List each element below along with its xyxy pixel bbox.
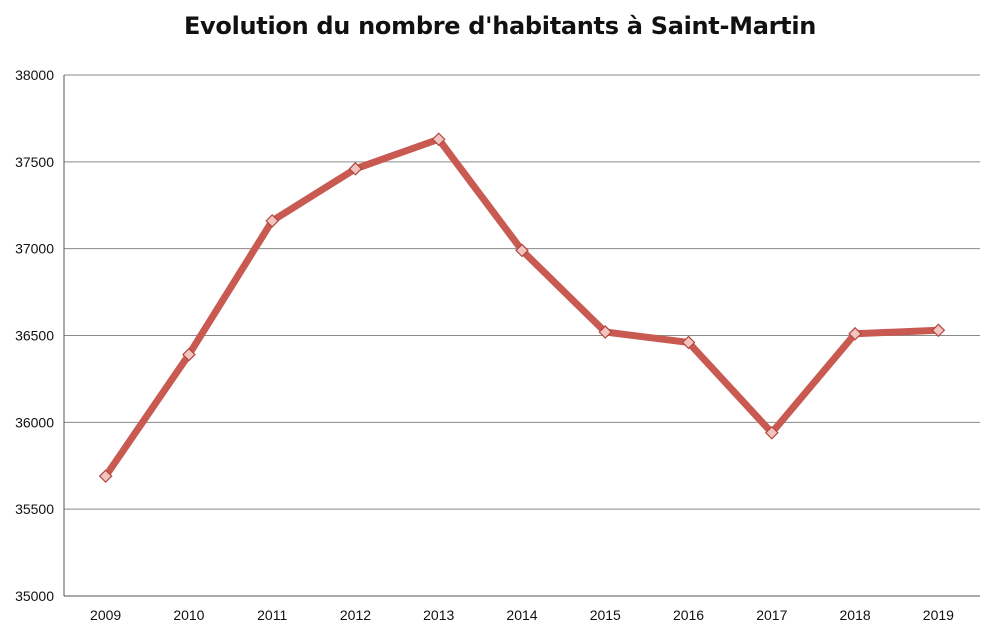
y-tick-label: 38000 (15, 67, 54, 83)
y-tick-label: 37500 (15, 154, 54, 170)
data-point (681, 335, 696, 350)
data-point (431, 132, 446, 147)
x-tick-label: 2012 (340, 607, 371, 623)
data-point (764, 425, 779, 440)
y-tick-label: 35500 (15, 501, 54, 517)
y-tick-label: 35000 (15, 588, 54, 604)
x-tick-label: 2009 (90, 607, 121, 623)
x-tick-label: 2010 (173, 607, 204, 623)
y-tick-label: 37000 (15, 241, 54, 257)
x-tick-label: 2013 (423, 607, 454, 623)
data-point (348, 161, 363, 176)
x-tick-label: 2017 (756, 607, 787, 623)
series-group (98, 132, 946, 484)
x-tick-label: 2016 (673, 607, 704, 623)
y-tick-label: 36000 (15, 414, 54, 430)
data-point (98, 469, 113, 484)
data-point (182, 347, 196, 362)
data-point (515, 243, 529, 258)
series-line (102, 135, 942, 480)
y-axis: 35000 35500 36000 36500 37000 37500 38000 (15, 67, 65, 604)
x-tick-label: 2011 (257, 607, 287, 623)
data-point (265, 214, 280, 228)
data-point (598, 325, 613, 339)
data-point (848, 326, 862, 341)
x-axis: 2009 2010 2011 2012 2013 2014 2015 2016 2017 2018… (64, 595, 980, 623)
chart-title: Evolution du nombre d'habitants à Saint-… (183, 12, 817, 40)
x-tick-label: 2019 (923, 607, 954, 623)
y-tick-label: 36500 (15, 328, 54, 344)
x-tick-label: 2018 (840, 607, 871, 623)
x-tick-label: 2015 (590, 607, 621, 623)
data-point (931, 323, 946, 338)
x-tick-label: 2014 (506, 607, 537, 623)
